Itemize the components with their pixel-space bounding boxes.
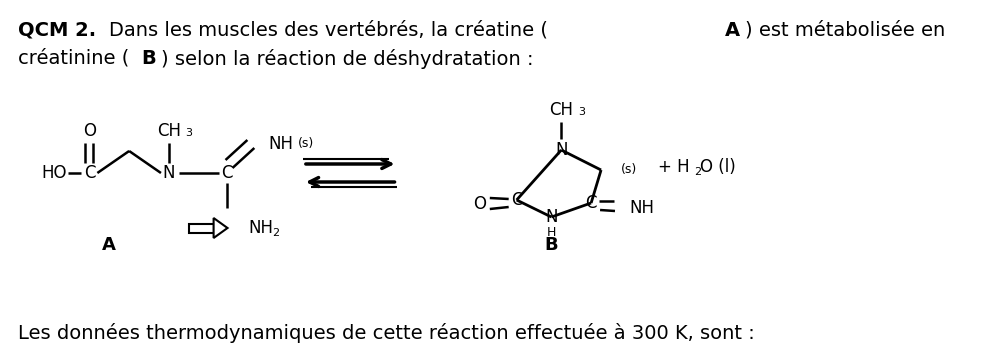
Text: C: C — [511, 191, 522, 209]
Text: B: B — [141, 49, 156, 68]
Text: N: N — [545, 208, 558, 226]
Text: Dans les muscles des vertébrés, la créatine (: Dans les muscles des vertébrés, la créat… — [109, 21, 548, 40]
Text: (s): (s) — [298, 137, 314, 151]
Text: O: O — [473, 195, 486, 213]
Text: C: C — [221, 164, 232, 182]
Text: CH: CH — [549, 101, 573, 119]
Polygon shape — [214, 218, 228, 238]
Text: 2: 2 — [272, 228, 279, 238]
Text: ) selon la réaction de déshydratation :: ) selon la réaction de déshydratation : — [161, 49, 533, 69]
Text: A: A — [102, 236, 116, 254]
Text: CH: CH — [157, 122, 181, 140]
Text: C: C — [585, 194, 597, 212]
Text: A: A — [725, 21, 740, 40]
Text: H: H — [547, 225, 556, 239]
Text: 3: 3 — [578, 107, 585, 117]
Text: Les données thermodynamiques de cette réaction effectuée à 300 K, sont :: Les données thermodynamiques de cette ré… — [18, 323, 755, 343]
Text: O: O — [83, 122, 96, 140]
Text: NH: NH — [268, 135, 293, 153]
Text: HO: HO — [42, 164, 67, 182]
Text: créatinine (: créatinine ( — [18, 49, 129, 68]
Text: NH: NH — [248, 219, 273, 237]
Text: + H: + H — [658, 158, 689, 176]
Text: N: N — [163, 164, 175, 182]
Text: B: B — [545, 236, 558, 254]
Polygon shape — [189, 224, 214, 233]
Text: NH: NH — [629, 199, 654, 217]
Text: C: C — [84, 164, 95, 182]
Text: O (l): O (l) — [700, 158, 736, 176]
Text: 2: 2 — [694, 167, 702, 177]
Text: QCM 2.: QCM 2. — [18, 21, 96, 40]
Text: N: N — [555, 141, 568, 159]
Text: ) est métabolisée en: ) est métabolisée en — [745, 21, 945, 40]
Text: 3: 3 — [185, 128, 192, 138]
Text: (s): (s) — [621, 164, 637, 176]
